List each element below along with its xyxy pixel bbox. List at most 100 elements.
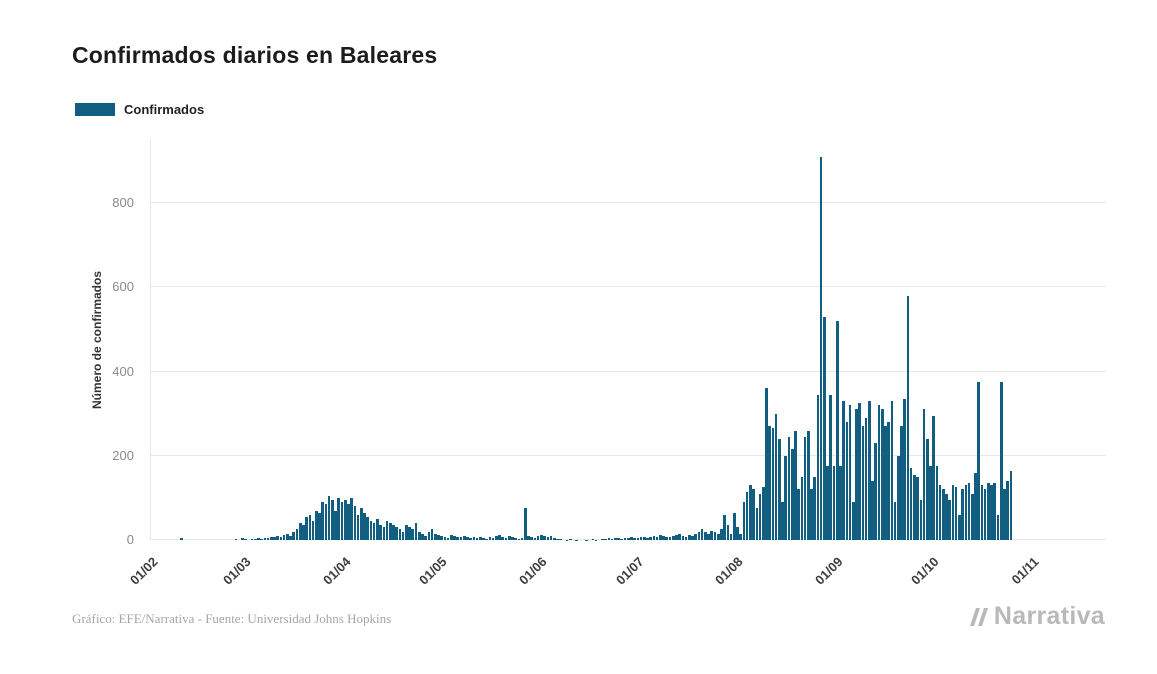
bar-confirmados (893, 502, 897, 540)
bar-confirmados (700, 529, 704, 540)
bar-confirmados (877, 405, 881, 540)
bar-confirmados (913, 474, 916, 540)
bar-confirmados (250, 538, 254, 540)
bar-confirmados (273, 537, 276, 540)
bar-confirmados (713, 531, 717, 540)
bar-confirmados (749, 485, 752, 540)
bar-confirmados (707, 533, 710, 540)
bar-confirmados (787, 436, 791, 540)
bar-confirmados (755, 508, 759, 540)
bar-confirmados (983, 489, 987, 540)
bar-confirmados (385, 521, 389, 540)
bar-confirmados (896, 455, 900, 540)
bar-confirmados (421, 533, 424, 540)
bar-confirmados (536, 535, 540, 540)
bar-confirmados (855, 409, 858, 540)
bar-confirmados (784, 455, 788, 540)
bar-confirmados (835, 321, 839, 540)
bar-confirmados (903, 398, 907, 540)
bar-confirmados (704, 532, 707, 540)
bar-confirmados (623, 537, 627, 540)
bar-confirmados (639, 537, 643, 540)
legend-label-confirmados: Confirmados (124, 101, 205, 117)
bar-confirmados (745, 491, 749, 540)
bar-confirmados (334, 510, 337, 540)
bar-confirmados (675, 534, 678, 540)
bar-confirmados (379, 525, 382, 540)
gridline (151, 286, 1106, 288)
bar-confirmados (845, 422, 849, 540)
x-tick-label: 01/09 (811, 554, 846, 588)
bar-confirmados (961, 489, 964, 540)
bar-confirmados (655, 536, 659, 540)
bar-confirmados (810, 489, 813, 540)
bar-confirmados (733, 512, 736, 540)
bar-confirmados (244, 539, 247, 540)
bar-confirmados (974, 472, 977, 540)
bar-confirmados (803, 436, 807, 540)
bar-confirmados (501, 536, 505, 540)
bar-confirmados (353, 506, 357, 540)
bar-confirmados (540, 534, 543, 540)
bar-confirmados (826, 466, 829, 540)
bar-confirmados (861, 426, 865, 540)
bar-confirmados (440, 535, 444, 540)
bar-confirmados (990, 485, 993, 540)
x-tick-label: 01/08 (712, 554, 746, 588)
bar-confirmados (292, 532, 296, 540)
bar-confirmados (671, 535, 675, 540)
bar-confirmados (443, 536, 447, 540)
bar-confirmados (980, 485, 984, 540)
bar-confirmados (925, 438, 929, 540)
bar-confirmados (424, 535, 427, 540)
bar-confirmados (556, 538, 559, 540)
bar-confirmados (919, 500, 923, 540)
bar-confirmados (839, 466, 842, 540)
bar-confirmados (922, 409, 926, 540)
bar-confirmados (549, 535, 553, 540)
bar-confirmados (1009, 470, 1013, 540)
bar-confirmados (758, 493, 762, 540)
bar-confirmados (916, 476, 919, 540)
bar-confirmados (257, 538, 260, 540)
bar-confirmados (887, 422, 890, 540)
bar-confirmados (356, 514, 360, 540)
bar-confirmados (295, 529, 299, 540)
bar-confirmados (324, 504, 328, 540)
bar-confirmados (945, 493, 948, 540)
source-credit: Gráfico: EFE/Narrativa - Fuente: Univers… (72, 611, 392, 626)
bar-confirmados (880, 409, 884, 540)
bar-confirmados (874, 443, 878, 540)
bar-confirmados (636, 538, 640, 540)
bar-confirmados (523, 508, 527, 540)
bar-confirmados (771, 428, 775, 540)
y-tick-label: 600 (112, 279, 134, 295)
bar-confirmados (716, 533, 720, 540)
bar-confirmados (610, 538, 614, 540)
gridline (151, 202, 1106, 204)
bar-confirmados (417, 531, 421, 540)
x-tick-label: 01/07 (612, 554, 647, 588)
bar-confirmados (729, 533, 733, 540)
bar-confirmados (269, 536, 273, 540)
narrativa-logo-text: Narrativa (993, 602, 1105, 630)
bar-confirmados (179, 537, 183, 540)
bar-confirmados (761, 487, 765, 540)
bar-confirmados (996, 514, 1000, 540)
bar-confirmados (620, 538, 624, 540)
bar-confirmados (935, 466, 939, 540)
bar-confirmados (851, 502, 855, 540)
y-tick-label: 400 (112, 363, 134, 379)
bar-confirmados (816, 394, 820, 540)
bar-confirmados (951, 485, 955, 540)
bar-confirmados (350, 497, 353, 540)
bar-confirmados (530, 536, 534, 540)
bar-confirmados (832, 466, 836, 540)
bar-confirmados (617, 538, 620, 540)
bar-confirmados (507, 535, 511, 540)
bar-confirmados (964, 485, 968, 540)
y-tick-label: 800 (112, 195, 134, 211)
bar-confirmados (646, 537, 649, 540)
bar-confirmados (446, 537, 450, 540)
bar-confirmados (260, 538, 263, 540)
